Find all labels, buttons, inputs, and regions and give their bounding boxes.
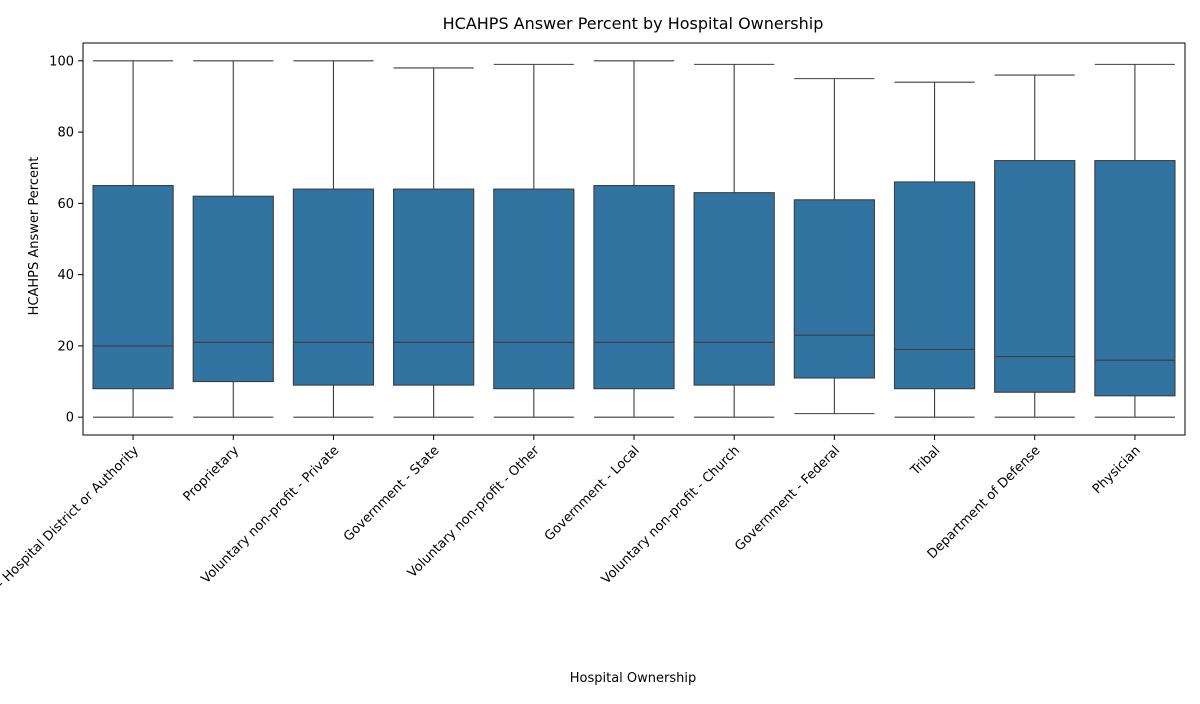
box-group xyxy=(92,60,174,418)
x-axis-label: Hospital Ownership xyxy=(570,671,697,686)
x-tick-label: Government - Hospital District or Author… xyxy=(0,443,142,652)
box-group xyxy=(192,60,274,418)
x-tick-label: Government - Local xyxy=(542,443,643,544)
box-iqr xyxy=(493,188,575,390)
box-iqr xyxy=(292,188,375,386)
y-axis: 0 20 40 60 80 100 xyxy=(49,54,83,426)
box-group xyxy=(593,60,675,418)
y-tick-label: 20 xyxy=(57,339,74,354)
y-tick-label: 40 xyxy=(57,268,74,283)
y-tick-label: 60 xyxy=(57,197,74,212)
x-axis: Government - Hospital District or Author… xyxy=(0,435,1144,652)
box-group xyxy=(793,78,875,415)
box-iqr xyxy=(994,160,1076,393)
x-tick-label: Department of Defense xyxy=(925,443,1044,562)
box-iqr xyxy=(793,199,875,379)
y-axis-label: HCAHPS Answer Percent xyxy=(27,157,42,316)
box-iqr xyxy=(693,192,775,386)
box-iqr xyxy=(192,195,274,383)
box-iqr xyxy=(393,188,475,386)
box-iqr xyxy=(893,181,976,390)
boxes-layer xyxy=(92,60,1176,418)
box-group xyxy=(994,74,1076,418)
box-iqr xyxy=(1094,160,1176,397)
box-group xyxy=(693,63,775,418)
box-group xyxy=(292,60,375,418)
x-tick-label: Tribal xyxy=(907,443,943,479)
y-tick-label: 80 xyxy=(57,126,74,141)
box-iqr xyxy=(92,184,174,390)
box-group xyxy=(1094,63,1176,418)
box-group xyxy=(893,81,976,418)
x-tick-label: Government - State xyxy=(341,443,442,544)
y-tick-label: 100 xyxy=(49,54,74,69)
x-tick-label: Government - Federal xyxy=(732,443,843,554)
box-group xyxy=(493,63,575,418)
box-iqr xyxy=(593,184,675,390)
plot-frame xyxy=(82,42,1186,436)
x-tick-label: Proprietary xyxy=(181,443,243,505)
chart-title: HCAHPS Answer Percent by Hospital Owners… xyxy=(443,14,824,33)
y-tick-label: 0 xyxy=(66,411,74,426)
box-group xyxy=(393,67,475,418)
x-tick-label: Physician xyxy=(1090,443,1144,497)
